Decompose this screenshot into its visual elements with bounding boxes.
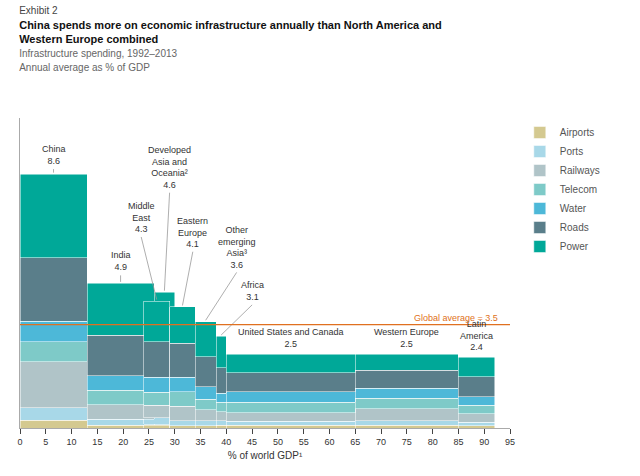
svg-text:OtheremergingAsia³3.6: OtheremergingAsia³3.6 <box>218 225 256 270</box>
svg-text:25: 25 <box>144 437 154 447</box>
svg-text:Water: Water <box>560 203 587 214</box>
svg-text:5: 5 <box>43 437 48 447</box>
svg-text:China8.6: China8.6 <box>42 144 66 166</box>
svg-text:65: 65 <box>350 437 360 447</box>
svg-text:55: 55 <box>299 437 309 447</box>
svg-text:EasternEurope4.1: EasternEurope4.1 <box>177 216 208 249</box>
svg-text:Western Europe2.5: Western Europe2.5 <box>374 327 439 349</box>
svg-text:90: 90 <box>479 437 489 447</box>
svg-text:75: 75 <box>402 437 412 447</box>
svg-text:Railways: Railways <box>560 165 600 176</box>
svg-text:Power: Power <box>560 241 589 252</box>
svg-text:30: 30 <box>170 437 180 447</box>
svg-text:15: 15 <box>92 437 102 447</box>
svg-text:Global average = 3.5: Global average = 3.5 <box>414 313 498 323</box>
svg-text:0: 0 <box>17 437 22 447</box>
svg-text:Roads: Roads <box>560 222 589 233</box>
svg-text:40: 40 <box>221 437 231 447</box>
svg-text:85: 85 <box>453 437 463 447</box>
svg-text:50: 50 <box>273 437 283 447</box>
svg-text:% of world GDP¹: % of world GDP¹ <box>228 450 303 461</box>
svg-text:DevelopedAsia andOceania²4.6: DevelopedAsia andOceania²4.6 <box>148 145 191 190</box>
svg-text:35: 35 <box>196 437 206 447</box>
svg-text:20: 20 <box>118 437 128 447</box>
svg-text:Africa3.1: Africa3.1 <box>241 280 264 302</box>
svg-text:MiddleEast4.3: MiddleEast4.3 <box>128 201 155 234</box>
svg-text:10: 10 <box>67 437 77 447</box>
svg-text:Airports: Airports <box>560 127 594 138</box>
svg-text:Exhibit 2China spends more on: Exhibit 2China spends more on economic i… <box>19 5 442 73</box>
svg-text:Ports: Ports <box>560 146 583 157</box>
svg-text:70: 70 <box>376 437 386 447</box>
svg-text:United States and Canada2.5: United States and Canada2.5 <box>238 327 344 349</box>
svg-text:80: 80 <box>428 437 438 447</box>
svg-text:45: 45 <box>247 437 257 447</box>
svg-text:95: 95 <box>505 437 515 447</box>
svg-text:Telecom: Telecom <box>560 184 597 195</box>
svg-text:LatinAmerica2.4: LatinAmerica2.4 <box>460 319 493 352</box>
svg-text:India4.9: India4.9 <box>111 250 131 272</box>
svg-text:60: 60 <box>324 437 334 447</box>
